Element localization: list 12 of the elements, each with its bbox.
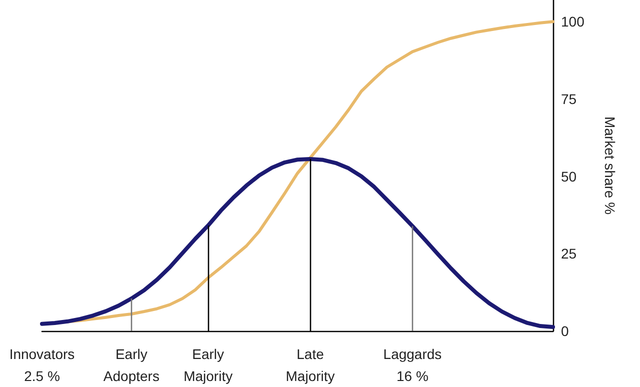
y-tick-label: 25 xyxy=(561,246,577,262)
x-tick-label: Innovators 2.5 % xyxy=(9,346,75,384)
y-tick-label: 100 xyxy=(561,14,585,30)
y-tick-label: 50 xyxy=(561,168,577,184)
y-tick-label: 75 xyxy=(561,90,577,107)
x-tick-label: Laggards 16 % xyxy=(383,346,442,384)
x-tick-label: Early Adopters xyxy=(103,346,160,384)
y-tick-label: 0 xyxy=(561,323,569,339)
x-tick-label: Early Majority xyxy=(184,346,233,384)
y-axis-title: Market share % xyxy=(602,116,618,215)
line-series xyxy=(40,157,555,329)
x-tick-label: Late Majority xyxy=(286,346,335,384)
